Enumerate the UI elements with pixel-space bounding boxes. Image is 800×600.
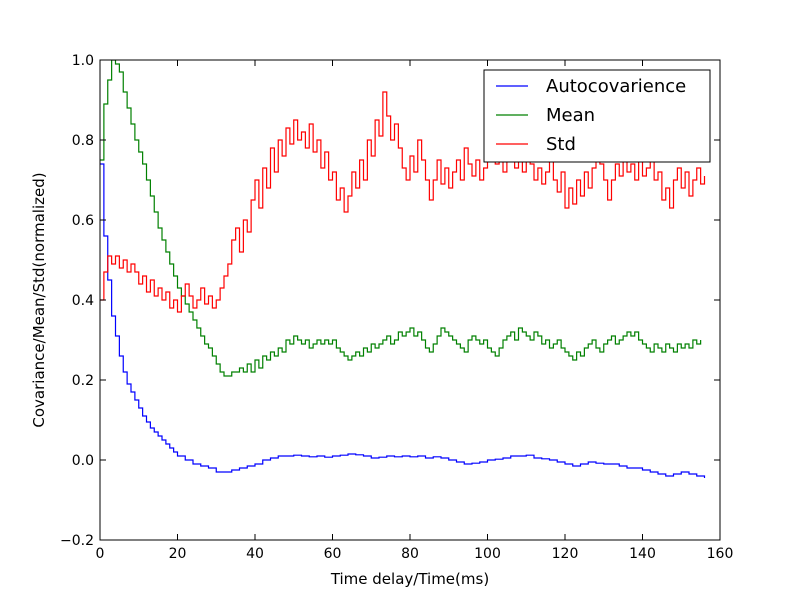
y-tick-label: 0.8	[72, 133, 94, 149]
y-axis-label: Covariance/Mean/Std(normalized)	[30, 172, 48, 427]
y-tick-label: 0.0	[72, 453, 94, 469]
x-axis-label: Time delay/Time(ms)	[330, 570, 489, 588]
x-tick-label: 80	[401, 546, 419, 562]
y-tick-label: 0.6	[72, 213, 94, 229]
x-tick-label: 100	[474, 546, 501, 562]
y-tick-label: 0.2	[72, 373, 94, 389]
x-tick-label: 40	[246, 546, 264, 562]
plot-area	[100, 60, 706, 478]
series-line-mean	[100, 60, 702, 377]
legend-label-autocovarience: Autocovarience	[546, 76, 686, 97]
legend-box	[483, 69, 711, 163]
x-tick-label: 120	[552, 546, 579, 562]
legend-label-std: Std	[546, 134, 576, 155]
axis-ticks: 0 20 40 60 80 100 120 140 160 −0.2 0.0 0.2 0.4 0.6 0.8…	[60, 53, 733, 562]
legend-label-mean: Mean	[546, 105, 595, 126]
x-tick-label: 0	[96, 546, 105, 562]
series-line-autocovarience	[100, 163, 706, 478]
y-tick-label: 0.4	[72, 293, 94, 309]
y-tick-label: −0.2	[60, 533, 94, 549]
x-tick-label: 160	[707, 546, 734, 562]
x-tick-label: 60	[324, 546, 342, 562]
legend: Autocovarience Mean Std	[483, 69, 711, 163]
x-tick-label: 20	[169, 546, 187, 562]
y-tick-label: 1.0	[72, 53, 94, 69]
x-tick-label: 140	[629, 546, 656, 562]
series-line-std	[100, 91, 706, 313]
